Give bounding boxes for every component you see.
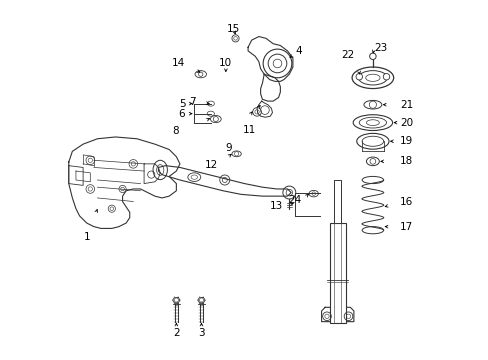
Polygon shape — [247, 37, 292, 81]
Polygon shape — [257, 101, 272, 117]
Ellipse shape — [356, 134, 388, 149]
Text: 19: 19 — [399, 136, 412, 146]
Text: 7: 7 — [189, 97, 196, 107]
Text: 10: 10 — [219, 58, 232, 68]
Text: 6: 6 — [178, 109, 185, 119]
Text: 24: 24 — [288, 195, 301, 206]
Text: 20: 20 — [399, 118, 412, 128]
Circle shape — [369, 53, 375, 59]
Ellipse shape — [362, 136, 383, 146]
Polygon shape — [69, 166, 83, 185]
Text: 23: 23 — [373, 43, 387, 53]
Text: 4: 4 — [294, 46, 301, 56]
Ellipse shape — [366, 120, 379, 126]
Text: 2: 2 — [173, 328, 179, 338]
Ellipse shape — [351, 67, 393, 89]
Bar — [329, 223, 345, 323]
Polygon shape — [76, 171, 90, 182]
Ellipse shape — [366, 157, 379, 166]
Text: 21: 21 — [399, 100, 412, 110]
Ellipse shape — [358, 71, 386, 85]
Text: 1: 1 — [84, 232, 91, 242]
Polygon shape — [144, 164, 160, 184]
Text: 17: 17 — [399, 222, 412, 231]
Polygon shape — [69, 137, 180, 228]
Circle shape — [355, 73, 362, 80]
Text: 3: 3 — [198, 328, 204, 338]
Text: 16: 16 — [399, 197, 412, 207]
Text: 11: 11 — [242, 125, 255, 135]
Ellipse shape — [365, 74, 379, 81]
Text: 22: 22 — [341, 50, 354, 60]
Text: 12: 12 — [204, 159, 217, 170]
Text: 13: 13 — [269, 201, 283, 211]
Bar — [333, 180, 341, 223]
Text: 14: 14 — [171, 58, 184, 68]
Polygon shape — [158, 166, 290, 196]
Polygon shape — [260, 74, 280, 101]
Text: 18: 18 — [399, 156, 412, 166]
Ellipse shape — [352, 115, 392, 131]
Text: 8: 8 — [172, 126, 179, 135]
Text: 15: 15 — [226, 24, 240, 35]
Ellipse shape — [363, 100, 381, 109]
Ellipse shape — [359, 117, 386, 128]
Circle shape — [383, 73, 389, 80]
Ellipse shape — [308, 190, 318, 197]
Text: 9: 9 — [225, 143, 232, 153]
Polygon shape — [321, 307, 353, 321]
Text: 5: 5 — [178, 99, 185, 109]
